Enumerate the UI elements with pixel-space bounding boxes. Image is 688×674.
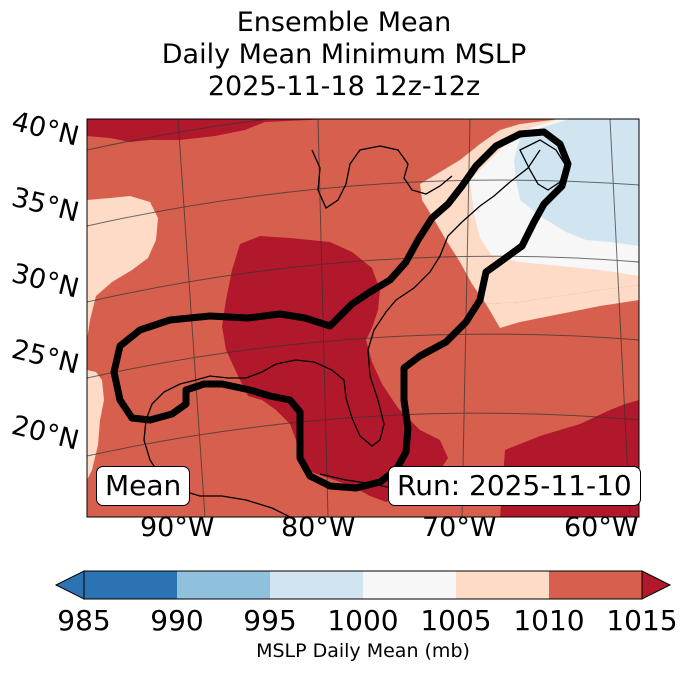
- colorbar-segment-1005: [456, 571, 549, 599]
- field-995-northeast: [514, 119, 639, 246]
- colorbar-tick-1005: 1005: [420, 604, 492, 637]
- graticule-lat-20: [87, 412, 639, 457]
- lon-label-80: 80°W: [281, 512, 356, 543]
- graticule-lon-80: [317, 119, 329, 517]
- field-1005-west: [87, 196, 158, 340]
- colorbar-tick-1000: 1000: [327, 604, 399, 637]
- graticule-lat-30: [87, 255, 639, 303]
- probability-contour: [110, 128, 572, 492]
- graticule-lon-60: [609, 119, 631, 517]
- colorbar-extend-high: [641, 570, 672, 600]
- lon-label-90: 90°W: [140, 512, 215, 543]
- colorbar-label: MSLP Daily Mean (mb): [256, 640, 470, 662]
- title-line-2: Daily Mean Minimum MSLP: [161, 39, 527, 70]
- title-line-3: 2025-11-18 12z-12z: [207, 71, 481, 102]
- colorbar-tick-1015: 1015: [606, 604, 678, 637]
- lon-label-70: 70°W: [422, 512, 497, 543]
- colorbar-segment-990: [177, 571, 270, 599]
- field-1005-southwest: [87, 370, 104, 480]
- colorbar-segment-985: [84, 571, 177, 599]
- colorbar: [54, 570, 672, 600]
- colorbar-segment-995: [270, 571, 363, 599]
- colorbar-tick-995: 995: [243, 604, 297, 637]
- graticule-lat-40: [87, 119, 274, 151]
- map-frame: [86, 118, 640, 518]
- graticule-lat-25: [87, 333, 639, 379]
- mean-badge: Mean: [96, 466, 191, 506]
- coastline-us-east: [143, 149, 541, 517]
- colorbar-segment-1010: [549, 571, 642, 599]
- run-date-badge: Run: 2025-11-10: [388, 466, 641, 506]
- colorbar-extend-low: [54, 570, 85, 600]
- title-line-1: Ensemble Mean: [236, 7, 452, 38]
- field-1005-atlantic: [486, 285, 639, 328]
- colorbar-tick-985: 985: [57, 604, 111, 637]
- colorbar-frame: [83, 570, 643, 600]
- field-1015-central: [222, 236, 448, 502]
- field-1015-northwest: [87, 119, 330, 142]
- colorbar-tick-1010: 1010: [513, 604, 585, 637]
- coastline-great-lakes: [311, 145, 453, 209]
- lon-label-60: 60°W: [564, 512, 639, 543]
- colorbar-segment-1000: [363, 571, 456, 599]
- colorbar-tick-990: 990: [150, 604, 204, 637]
